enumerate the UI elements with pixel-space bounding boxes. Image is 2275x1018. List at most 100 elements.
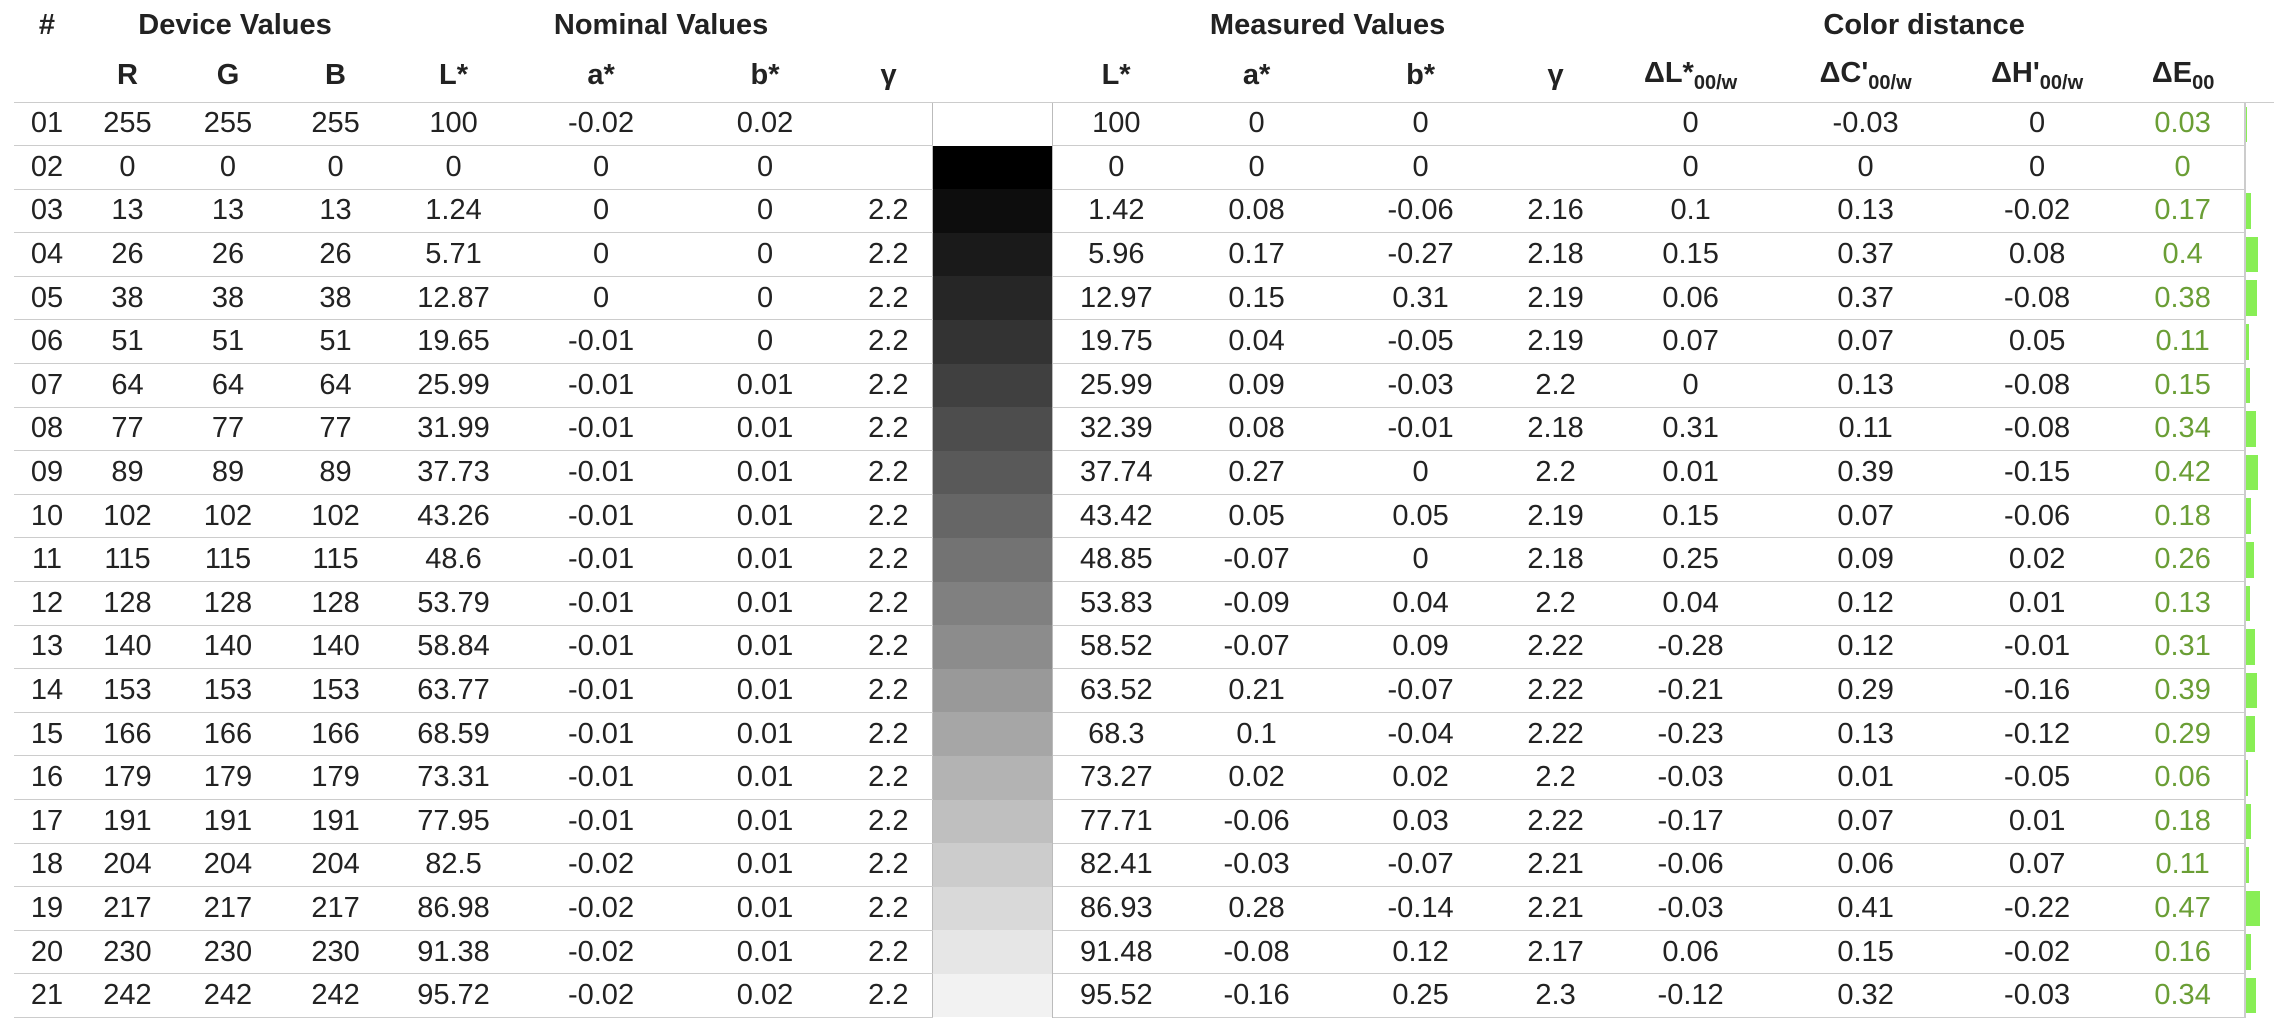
data-row: 02 0 0 0 0 0 0 0 0 0 0 0 0 0 [14, 145, 2275, 190]
cell: -0.06 [1180, 799, 1334, 844]
cell: 19.75 [1052, 319, 1181, 365]
column-label: G [216, 59, 240, 92]
data-row: 05 38 38 38 12.87 0 0 2.2 12.97 0.15 0.31 2.19 0.06 0… [14, 276, 2275, 321]
cell: 06 [14, 319, 80, 365]
cell: 26 [175, 232, 281, 277]
cell: 0.01 [685, 930, 846, 975]
cell: 0.21 [1180, 668, 1334, 713]
cell: 2.21 [1508, 886, 1604, 931]
cell: 2.22 [1508, 668, 1604, 713]
swatch [931, 363, 1053, 408]
bar-cell [2244, 494, 2275, 538]
bar-cell [2244, 625, 2275, 669]
swatch [931, 450, 1053, 495]
cell: -0.22 [1953, 886, 2122, 931]
cell: 128 [175, 581, 281, 626]
cell: 53.79 [390, 581, 518, 626]
cell: 0.34 [2121, 973, 2246, 1018]
cell: 38 [175, 276, 281, 321]
cell: 0.17 [2121, 189, 2246, 234]
cell: 179 [281, 755, 391, 800]
cell: 0 [1180, 145, 1334, 190]
cell: 0.01 [685, 625, 846, 670]
cell: 128 [281, 581, 391, 626]
bar-cell [2244, 232, 2275, 277]
delta-e-bar [2246, 236, 2258, 273]
cell: 0.03 [1333, 799, 1509, 844]
cell: 2.2 [845, 537, 933, 583]
cell: 18 [14, 843, 80, 888]
cell: 0 [1052, 145, 1181, 190]
column-label: ΔE [2151, 56, 2193, 89]
cell: 0.01 [1953, 799, 2122, 844]
bar-cell [2244, 319, 2275, 364]
cell: 0.11 [2121, 843, 2246, 888]
column-header: b* [685, 50, 846, 103]
delta-e-bar [2246, 890, 2260, 927]
cell: 230 [175, 930, 281, 975]
cell: 0 [1180, 102, 1334, 147]
cell: 153 [80, 668, 175, 713]
cell: -0.01 [517, 755, 686, 800]
column-label: b* [1406, 59, 1436, 92]
cell: 89 [281, 450, 391, 495]
cell: -0.02 [1953, 930, 2122, 975]
cell: 204 [281, 843, 391, 888]
group-header: Device Values [138, 8, 332, 41]
bar-cell [2244, 886, 2275, 931]
cell: -0.06 [1333, 189, 1509, 234]
cell: 0.05 [1953, 319, 2122, 365]
cell: -0.05 [1333, 319, 1509, 365]
cell: 0.01 [685, 712, 846, 757]
cell: -0.08 [1180, 930, 1334, 975]
cell: 0.38 [2121, 276, 2246, 321]
cell: 68.59 [390, 712, 518, 757]
cell: 255 [281, 102, 391, 147]
cell: 07 [14, 363, 80, 408]
cell: 0.13 [2121, 581, 2246, 626]
cell: 0.06 [2121, 755, 2246, 800]
cell: -0.01 [517, 450, 686, 495]
cell: 17 [14, 799, 80, 844]
column-label: γ [880, 59, 897, 92]
data-row: 12 128 128 128 53.79 -0.01 0.01 2.2 53.83 -0.09 0.… [14, 581, 2275, 626]
cell: 191 [175, 799, 281, 844]
blank [932, 50, 1053, 103]
cell: 0 [390, 145, 518, 190]
cell: 10 [14, 494, 80, 539]
delta-e-bar [2246, 672, 2258, 709]
cell: 2.16 [1508, 189, 1604, 234]
cell: 31.99 [390, 407, 518, 452]
cell: -0.16 [1953, 668, 2122, 713]
cell [845, 145, 933, 190]
cell: 0.02 [685, 102, 846, 147]
cell: 43.42 [1052, 494, 1181, 539]
column-label: b* [750, 59, 780, 92]
cell: 0.07 [1603, 319, 1779, 365]
cell: -0.09 [1180, 581, 1334, 626]
cell: 102 [175, 494, 281, 539]
data-row: 15 166 166 166 68.59 -0.01 0.01 2.2 68.3 0.1 -0.04… [14, 712, 2275, 757]
cell: 91.38 [390, 930, 518, 975]
cell: 0.01 [685, 799, 846, 844]
cell: 2.3 [1508, 973, 1604, 1018]
cell: 0.01 [1603, 450, 1779, 495]
cell: 95.52 [1052, 973, 1181, 1018]
blank [14, 50, 80, 103]
cell: 0 [1603, 102, 1779, 147]
cell: 12 [14, 581, 80, 626]
cell: -0.01 [1333, 407, 1509, 452]
cell: 5.71 [390, 232, 518, 277]
data-row: 13 140 140 140 58.84 -0.01 0.01 2.2 58.52 -0.07 0.… [14, 625, 2275, 670]
column-header: ΔE00 [2121, 50, 2246, 103]
cell: -0.08 [1953, 407, 2122, 452]
cell: 140 [175, 625, 281, 670]
bar-cell [2244, 712, 2275, 756]
cell: 0.07 [1778, 319, 1954, 365]
cell: 0.06 [1603, 930, 1779, 975]
swatch [931, 712, 1053, 756]
cell: 0.17 [1180, 232, 1334, 277]
cell: 0.06 [1778, 843, 1954, 888]
cell: 102 [281, 494, 391, 539]
cell: 2.2 [845, 886, 933, 931]
